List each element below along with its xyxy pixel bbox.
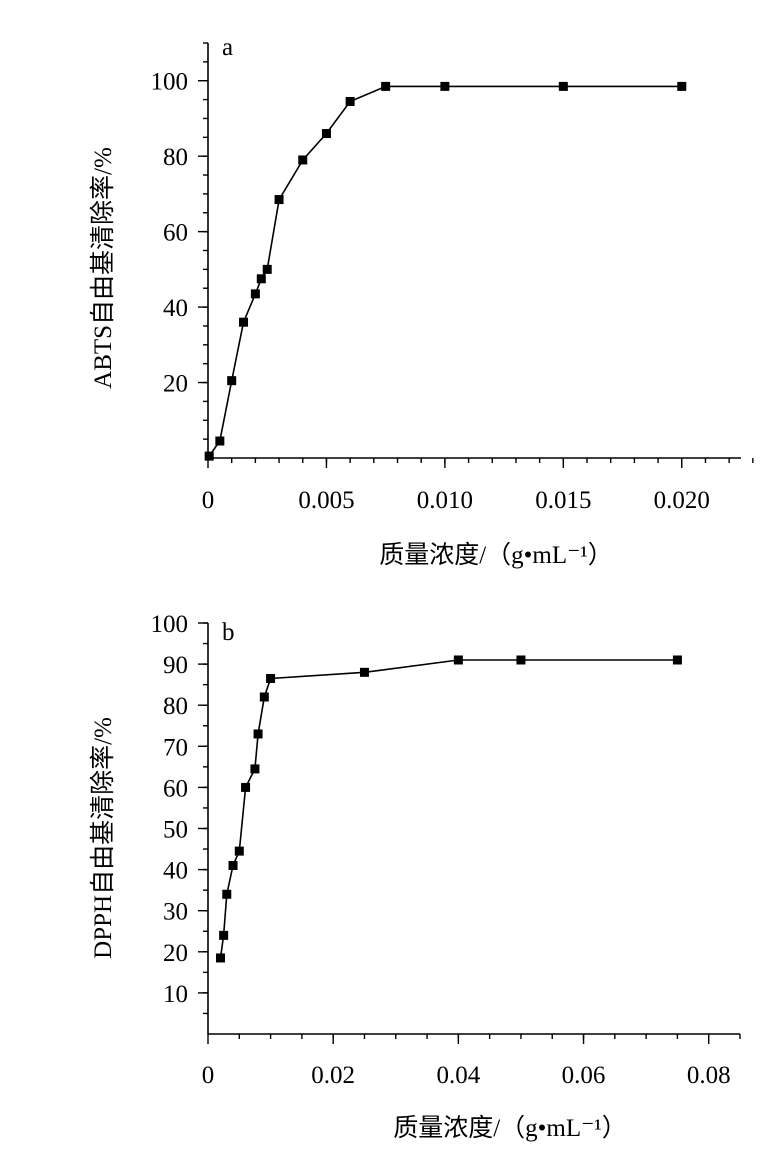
data-point-a — [250, 289, 260, 299]
data-point-b — [250, 764, 260, 774]
data-point-a — [677, 81, 687, 91]
y-tick-label-b: 10 — [163, 981, 188, 1008]
data-point-a — [274, 195, 284, 205]
x-tick-label-a: 0.010 — [417, 487, 473, 514]
data-point-a — [215, 436, 225, 446]
y-tick-label-b: 100 — [151, 611, 189, 638]
x-tick-label-b: 0.08 — [687, 1062, 731, 1089]
data-point-b — [672, 655, 682, 665]
data-point-a — [558, 81, 568, 91]
data-point-a — [227, 376, 237, 386]
x-tick-label-b: 0.06 — [562, 1062, 606, 1089]
y-axis-title-b: DPPH自由基清除率/% — [89, 717, 117, 959]
panel-label-a: a — [222, 34, 233, 61]
data-point-b — [453, 655, 463, 665]
x-tick-label-b: 0 — [202, 1062, 215, 1089]
y-tick-label-a: 20 — [163, 371, 188, 398]
data-point-b — [516, 655, 526, 665]
x-axis-title-b: 质量浓度/（g•mL⁻¹） — [393, 1114, 627, 1142]
y-axis-title-a: ABTS自由基清除率/% — [89, 147, 117, 389]
data-point-a — [345, 96, 355, 106]
data-point-b — [222, 889, 232, 899]
data-point-b — [228, 860, 238, 870]
data-point-a — [440, 81, 450, 91]
x-tick-label-b: 0.02 — [311, 1062, 355, 1089]
y-tick-label-a: 60 — [163, 220, 188, 247]
y-tick-label-b: 30 — [163, 899, 188, 926]
data-point-a — [256, 274, 266, 284]
series-line-b — [219, 659, 678, 959]
data-point-a — [321, 129, 331, 139]
data-point-a — [239, 317, 249, 327]
data-point-a — [381, 81, 391, 91]
y-tick-label-b: 20 — [163, 940, 188, 967]
data-point-b — [253, 729, 263, 739]
data-point-b — [359, 667, 369, 677]
y-tick-label-b: 50 — [163, 817, 188, 844]
chart-panel-b: b DPPH自由基清除率/% 质量浓度/（g•mL⁻¹） 10 20 30 40 50 6… — [89, 611, 741, 1142]
panel-label-b: b — [222, 619, 235, 646]
y-tick-label-a: 100 — [151, 69, 189, 96]
x-tick-label-b: 0.04 — [436, 1062, 480, 1089]
data-point-b — [266, 673, 276, 683]
chart-panel-a: a ABTS自由基清除率/% 质量浓度/（g•mL⁻¹） 20 40 60 80 100… — [89, 34, 754, 569]
y-tick-label-b: 40 — [163, 858, 188, 885]
x-axis-title-a: 质量浓度/（g•mL⁻¹） — [379, 541, 613, 569]
x-tick-label-a: 0.020 — [654, 487, 710, 514]
data-point-b — [216, 953, 226, 963]
y-tick-label-a: 80 — [163, 144, 188, 171]
data-point-a — [298, 155, 308, 165]
y-tick-label-b: 80 — [163, 693, 188, 720]
y-tick-label-a: 40 — [163, 295, 188, 322]
y-tick-label-b: 70 — [163, 734, 188, 761]
data-point-b — [219, 930, 229, 940]
x-tick-label-a: 0 — [202, 487, 215, 514]
data-point-a — [204, 451, 214, 461]
data-point-b — [234, 846, 244, 856]
data-point-b — [259, 692, 269, 702]
x-tick-label-a: 0.015 — [535, 487, 591, 514]
y-tick-label-b: 90 — [163, 652, 188, 679]
series-line-a — [208, 85, 682, 457]
x-tick-label-a: 0.005 — [298, 487, 354, 514]
y-tick-label-b: 60 — [163, 775, 188, 802]
data-point-a — [262, 264, 272, 274]
data-point-b — [241, 782, 251, 792]
